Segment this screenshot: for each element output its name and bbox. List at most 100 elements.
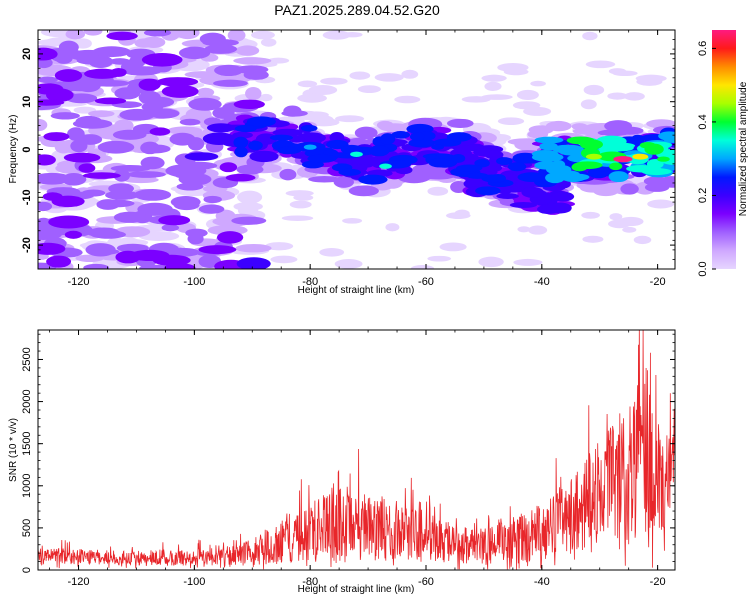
- heatmap-cell: [308, 84, 338, 96]
- heatmap-cell: [374, 73, 404, 82]
- heatmap-cell: [379, 123, 412, 132]
- heatmap-cell: [582, 31, 598, 41]
- x-tick-label: -20: [650, 276, 666, 288]
- heatmap-cell: [622, 226, 637, 233]
- heatmap-cell: [496, 193, 519, 200]
- heatmap-cell: [609, 213, 623, 221]
- heatmap-cell: [517, 172, 546, 182]
- heatmap-cell: [431, 144, 444, 150]
- x-tick-label: -80: [302, 576, 318, 588]
- snr-y-ticks: 0 500 1000 1500 2000 2500: [21, 333, 675, 573]
- heatmap-cell: [639, 141, 656, 149]
- heatmap-cell: [62, 82, 91, 91]
- heatmap-cell: [50, 112, 80, 120]
- spectrogram-heatmap: [38, 30, 675, 269]
- heatmap-cell: [46, 255, 72, 268]
- heatmap-cell: [512, 101, 541, 110]
- heatmap-cell: [297, 93, 327, 103]
- heatmap-cell: [308, 176, 341, 183]
- heatmap-cell: [270, 255, 298, 264]
- heatmap-cell: [503, 68, 529, 76]
- heatmap-cell: [329, 132, 345, 143]
- heatmap-cell: [75, 254, 104, 262]
- x-tick-label: -40: [534, 276, 550, 288]
- heatmap-cell: [237, 205, 259, 216]
- heatmap-cell: [519, 142, 537, 152]
- heatmap-cell: [277, 146, 298, 155]
- snr-x-label: Height of straight line (km): [298, 584, 415, 595]
- heatmap-cell: [233, 136, 249, 149]
- heatmap-cell: [98, 199, 135, 208]
- heatmap-cell: [245, 86, 262, 101]
- heatmap-cell: [583, 84, 605, 96]
- x-tick-label: -120: [68, 576, 90, 588]
- heatmap-cell: [138, 78, 161, 91]
- snr-frame: [37, 329, 676, 571]
- heatmap-cell: [141, 53, 183, 67]
- heatmap-cell: [307, 154, 337, 163]
- x-tick-label: -60: [418, 276, 434, 288]
- heatmap-cell: [157, 77, 199, 87]
- heatmap-cell: [496, 157, 513, 166]
- heatmap-cell: [65, 93, 98, 104]
- heatmap-cell: [83, 30, 103, 36]
- heatmap-cell: [97, 140, 135, 154]
- heatmap-cell: [234, 125, 257, 133]
- heatmap-cell: [92, 46, 131, 58]
- heatmap-cell: [572, 128, 605, 135]
- heatmap-cell: [65, 30, 86, 40]
- heatmap-cell: [551, 191, 575, 202]
- heatmap-cell: [401, 69, 419, 79]
- x-tick-label: -60: [418, 576, 434, 588]
- y-tick-label: 0: [21, 146, 33, 152]
- heatmap-cell: [507, 162, 527, 172]
- spectrogram-x-ticks: -120 -100 -80 -60 -40 -20: [49, 30, 666, 288]
- snr-panel: -120 -100 -80 -60 -40 -20 0 500 1000 1500 2000 250…: [8, 329, 676, 595]
- heatmap-cell: [528, 225, 548, 235]
- heatmap-cell: [608, 171, 629, 183]
- heatmap-cell: [549, 202, 572, 214]
- heatmap-cell: [369, 145, 390, 157]
- heatmap-cell: [203, 195, 222, 204]
- heatmap-cell: [233, 99, 265, 110]
- y-tick-label: 2500: [21, 347, 33, 371]
- heatmap-cell: [585, 153, 602, 160]
- heatmap-cell: [38, 118, 48, 132]
- heatmap-cell: [140, 156, 165, 170]
- chart-title: PAZ1.2025.289.04.52.G20: [274, 2, 440, 18]
- heatmap-cell: [38, 99, 65, 106]
- heatmap-cell: [64, 230, 83, 239]
- heatmap-cell: [408, 138, 436, 148]
- heatmap-cell: [509, 201, 538, 209]
- heatmap-cell: [349, 71, 371, 80]
- y-tick-label: 10: [21, 96, 33, 108]
- heatmap-cell: [418, 170, 448, 178]
- heatmap-cell: [604, 120, 633, 132]
- heatmap-cell: [78, 163, 96, 173]
- heatmap-cell: [110, 164, 151, 172]
- heatmap-cell: [129, 55, 146, 68]
- heatmap-cell: [354, 126, 378, 140]
- y-tick-label: 20: [21, 48, 33, 60]
- heatmap-cell: [439, 242, 467, 252]
- heatmap-cell: [63, 152, 101, 163]
- heatmap-cell: [427, 186, 449, 196]
- x-tick-label: -80: [302, 276, 318, 288]
- heatmap-cell: [281, 110, 308, 117]
- heatmap-cell: [454, 209, 470, 218]
- heatmap-cell: [335, 115, 365, 123]
- y-tick-label: 1000: [21, 474, 33, 498]
- heatmap-cell: [251, 30, 275, 40]
- heatmap-cell: [81, 189, 106, 197]
- heatmap-cell: [231, 216, 267, 225]
- heatmap-cell: [260, 38, 277, 47]
- heatmap-cell: [451, 153, 466, 163]
- heatmap-cell: [466, 172, 489, 179]
- heatmap-cell: [202, 39, 239, 47]
- heatmap-cell: [281, 215, 314, 221]
- heatmap-cell: [214, 64, 244, 77]
- heatmap-cell: [133, 189, 172, 201]
- spectrogram-y-ticks: -20 -10 0 10 20: [21, 29, 675, 270]
- heatmap-cell: [527, 130, 549, 139]
- heatmap-cell: [484, 150, 504, 160]
